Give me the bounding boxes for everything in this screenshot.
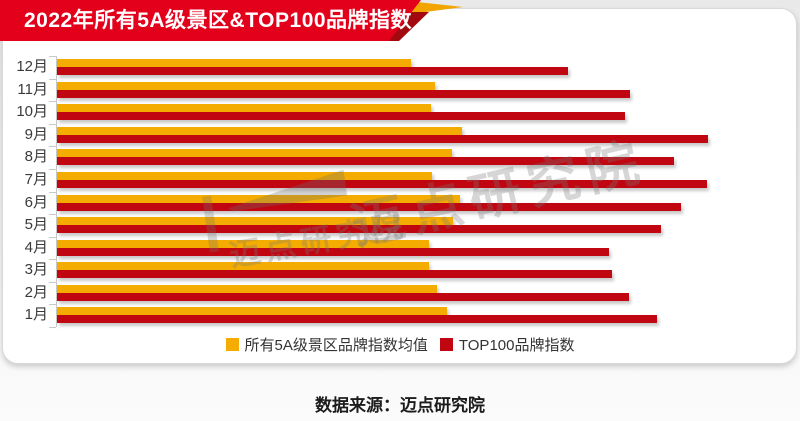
bar-row	[57, 146, 797, 169]
bar-top100-index	[57, 315, 657, 324]
axis-tick	[49, 236, 56, 238]
bar-row	[57, 237, 797, 260]
bar-row	[57, 101, 797, 124]
bar-row	[57, 56, 797, 79]
month-label: 3月	[24, 261, 48, 279]
bar-5a-average	[57, 149, 452, 158]
month-label: 9月	[24, 125, 48, 143]
legend-label: 所有5A级景区品牌指数均值	[244, 337, 428, 354]
month-label: 12月	[16, 58, 48, 75]
bar-5a-average	[57, 194, 460, 203]
bar-5a-average	[57, 59, 411, 67]
axis-tick	[49, 168, 56, 170]
month-label: 1月	[24, 306, 48, 324]
bar-top100-index	[57, 292, 629, 301]
bar-top100-index	[57, 112, 625, 121]
bar-5a-average	[57, 262, 429, 271]
bar-top100-index	[57, 67, 568, 75]
bar-top100-index	[57, 89, 630, 98]
bar-5a-average	[57, 217, 453, 226]
month-label: 5月	[24, 216, 48, 234]
month-label: 8月	[24, 148, 48, 166]
bar-top100-index	[57, 202, 681, 211]
data-source-text: 数据来源：迈点研究院	[315, 396, 485, 415]
legend-swatch	[225, 338, 239, 351]
legend-item: TOP100品牌指数	[439, 334, 575, 355]
axis-tick	[49, 56, 56, 57]
axis-tick	[49, 281, 56, 283]
bar-5a-average	[57, 104, 431, 113]
axis-tick	[49, 327, 56, 328]
plot-area	[49, 56, 797, 328]
bar-5a-average	[57, 126, 462, 135]
bar-row	[57, 79, 797, 102]
bar-top100-index	[57, 179, 707, 188]
bar-top100-index	[57, 157, 674, 166]
bar-row	[57, 192, 797, 215]
bar-row	[57, 214, 797, 237]
month-label: 11月	[17, 80, 48, 98]
month-label: 10月	[16, 103, 48, 121]
y-axis-line	[56, 56, 57, 327]
legend-swatch	[439, 338, 453, 351]
bar-top100-index	[57, 247, 609, 256]
axis-tick	[49, 146, 56, 148]
y-axis-category-labels: 12月 11月 10月 9月 8月 7月 6月 5月 4月 3月 2月 1月	[0, 56, 48, 327]
bar-top100-index	[57, 225, 661, 234]
bar-top100-index	[57, 270, 612, 279]
bar-row	[57, 124, 797, 147]
legend-item: 所有5A级景区品牌指数均值	[225, 334, 428, 355]
axis-tick	[49, 101, 56, 103]
axis-tick	[49, 214, 56, 216]
chart-title: 2022年所有5A级景区&TOP100品牌指数	[24, 9, 413, 32]
axis-tick	[49, 259, 56, 261]
legend-label: TOP100品牌指数	[458, 337, 575, 354]
axis-tick	[49, 191, 56, 193]
bar-row	[57, 304, 797, 327]
month-label: 7月	[24, 170, 48, 188]
axis-tick	[49, 78, 56, 80]
bar-row	[57, 282, 797, 305]
bar-5a-average	[57, 81, 435, 90]
bar-5a-average	[57, 284, 437, 293]
month-label: 2月	[24, 283, 48, 301]
month-label: 6月	[24, 193, 48, 211]
bar-5a-average	[57, 239, 429, 248]
bar-row	[57, 259, 797, 282]
bar-row	[57, 169, 797, 192]
bar-5a-average	[57, 171, 432, 180]
legend: 所有5A级景区品牌指数均值 TOP100品牌指数	[0, 334, 800, 355]
bar-5a-average	[57, 307, 447, 316]
ribbon-red-background	[0, 0, 421, 41]
title-ribbon: 2022年所有5A级景区&TOP100品牌指数	[0, 0, 480, 46]
axis-tick	[49, 304, 56, 306]
axis-tick	[49, 123, 56, 125]
month-label: 4月	[24, 238, 48, 256]
bar-top100-index	[57, 134, 708, 143]
